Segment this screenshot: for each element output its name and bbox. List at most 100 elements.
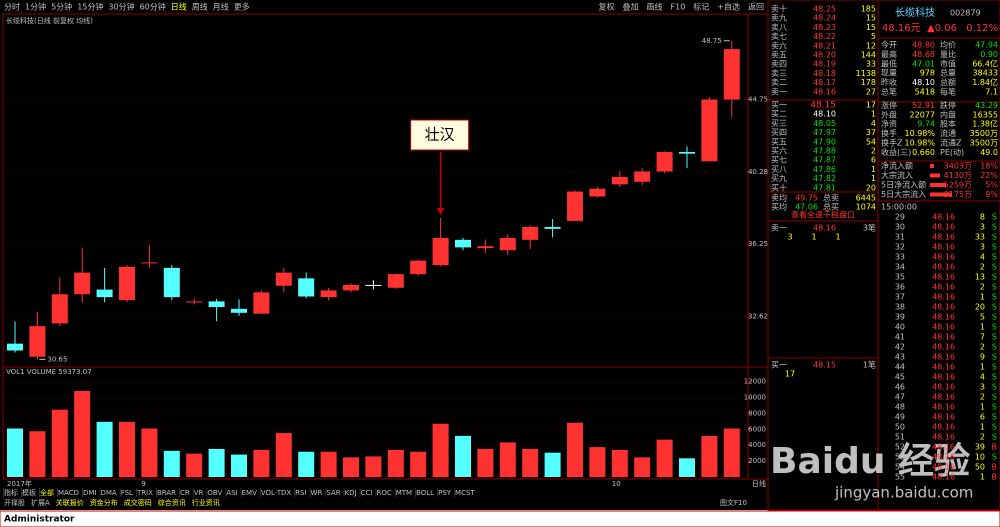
candle-body [275,272,292,286]
indicator-tab[interactable]: 全部 [40,488,54,497]
tool-button[interactable]: F10 [671,3,686,12]
period-tab[interactable]: 更多 [234,2,250,12]
tick-volume: 5 [980,313,985,322]
indicator-tab[interactable]: PSY [438,489,452,497]
candle-body [253,292,270,314]
period-tab[interactable]: 15分钟 [77,2,103,12]
tick-price: 48.16 [932,303,955,312]
info-tab[interactable]: 成交密码 [124,498,152,507]
ask-price: 48.24 [813,14,836,23]
queue-order: 3 [787,233,792,242]
bid-price: 48.05 [813,119,836,128]
tick-side: S [992,293,997,302]
ask-volume: 5 [871,32,876,41]
bid-volume: 1 [871,165,876,174]
volume-bar [320,451,337,477]
period-tab[interactable]: 分时 [4,2,20,12]
ask-label: 卖九 [771,14,787,23]
indicator-tab[interactable]: CCI [361,489,373,497]
f10-link[interactable]: 图文F10 [720,498,747,507]
period-tab[interactable]: 周线 [192,2,208,12]
period-tab[interactable]: 月线 [213,2,229,12]
tick-price: 48.16 [932,473,955,482]
indicator-tab[interactable]: FSL [121,489,133,497]
indicator-tab[interactable]: DMA [100,489,116,497]
tick-price: 48.16 [932,273,955,282]
info-tab[interactable]: 资金分布 [90,498,118,507]
indicator-tab[interactable]: ROC [376,489,391,497]
indicator-tab[interactable]: VR [194,489,204,497]
indicator-tab[interactable]: MCST [455,489,475,497]
indicator-tab[interactable]: DMI [83,489,97,497]
indicator-tab[interactable]: KDJ [345,489,357,497]
stat-value: 978 [920,69,935,78]
tick-volume: 2 [980,433,985,442]
tool-button[interactable]: 标记 [693,2,709,12]
period-tab[interactable]: 30分钟 [108,2,134,12]
queue-count: 3笔 [863,223,876,233]
stat-label: 股本 [940,119,956,129]
tick-price: 48.16 [932,283,955,292]
indicator-tab[interactable]: 模板 [22,488,36,497]
depth-link[interactable]: 查看全速千档盘口 [791,210,855,220]
tool-button[interactable]: 复权 [599,2,615,12]
indicator-tab[interactable]: ASI [226,489,237,497]
ask-label: 卖五 [771,51,787,60]
indicator-tab[interactable]: TRIX [136,489,153,497]
period-tab[interactable]: 日线 [171,2,187,12]
indicator-tab[interactable]: CR [180,489,190,497]
volume-bar [522,448,539,477]
tab-bg [99,488,101,497]
ask-volume: 15 [866,23,876,32]
candle-body [522,226,539,240]
tab-bg [394,488,396,497]
tab-bg [206,488,208,497]
stock-code: 002879 [950,9,981,18]
info-tab[interactable]: 综合资讯 [158,498,186,507]
period-tab[interactable]: 1分钟 [25,2,46,12]
candle-body [656,151,673,172]
tool-button[interactable]: 返回 [748,3,764,12]
indicator-tab[interactable]: EMV [242,489,257,497]
candle-body [119,266,135,301]
info-tab[interactable]: 开择股 [4,498,25,507]
period-tab[interactable]: 5分钟 [51,2,72,12]
tool-button[interactable]: +自选 [717,2,740,12]
bid-label: 买三 [771,119,787,128]
stat-value: 48.10 [912,78,935,87]
info-tab[interactable]: 扩展A [31,498,50,507]
flow-value: 4130万 [944,171,972,180]
indicator-tab[interactable]: MACD [58,489,79,497]
tool-button[interactable]: 画线 [647,2,663,12]
tick-side: S [992,273,997,282]
indicator-tab[interactable]: MTM [396,489,412,497]
period-tab[interactable]: 60分钟 [140,2,166,12]
flow-pct: 18% [980,162,998,171]
volume-bar [29,431,46,477]
x-tick-label: 2017年 [7,479,32,488]
indicator-tab[interactable]: 指标 [4,488,18,497]
indicator-tab[interactable]: OBV [207,489,222,497]
tick-side: S [992,413,997,422]
stat-label: 今开 [881,40,897,50]
bid-label: 买十 [771,182,787,192]
info-tab[interactable]: 行业资讯 [192,498,220,507]
bid-volume: 4 [871,119,876,128]
summary-value: 1074 [856,203,876,212]
tick-price: 48.16 [932,443,955,452]
tick-volume: 6 [980,413,985,422]
ask-volume: 144 [861,51,876,60]
tool-button[interactable]: 叠加 [623,2,639,12]
indicator-tab[interactable]: BOLL [416,489,434,497]
ask-price: 48.22 [813,32,836,41]
indicator-tab[interactable]: VOL-TDX [261,489,292,497]
indicator-tab[interactable]: WR [311,489,323,497]
indicator-tab[interactable]: BRAR [157,489,176,497]
indicator-tab[interactable]: RSI [295,489,306,497]
volume-bar [253,449,270,477]
y-tick-label: 36.25 [748,240,768,248]
indicator-tab[interactable]: SAR [326,489,340,497]
info-tab[interactable]: 关联报价 [56,498,84,507]
volume-title: VOL1 VOLUME 59373.07 [6,368,92,376]
tab-bg [192,488,194,497]
